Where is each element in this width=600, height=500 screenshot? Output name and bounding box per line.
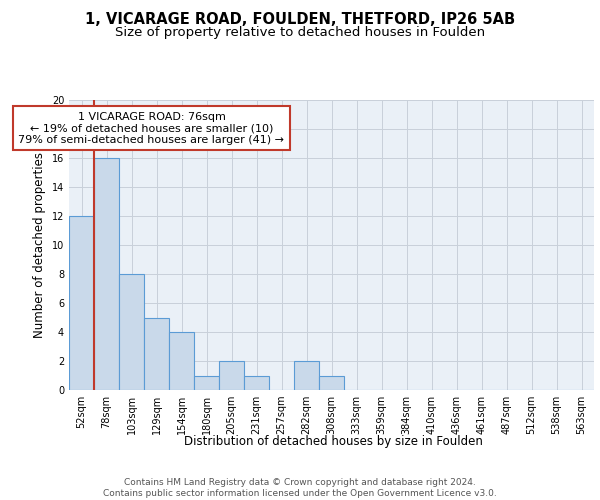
Bar <box>119 274 144 390</box>
Bar <box>94 158 119 390</box>
Bar <box>319 376 344 390</box>
Bar <box>69 216 94 390</box>
Bar <box>169 332 194 390</box>
Text: 1 VICARAGE ROAD: 76sqm
← 19% of detached houses are smaller (10)
79% of semi-det: 1 VICARAGE ROAD: 76sqm ← 19% of detached… <box>19 112 284 145</box>
Text: 1, VICARAGE ROAD, FOULDEN, THETFORD, IP26 5AB: 1, VICARAGE ROAD, FOULDEN, THETFORD, IP2… <box>85 12 515 28</box>
Bar <box>144 318 169 390</box>
Bar <box>244 376 269 390</box>
Bar <box>194 376 219 390</box>
Text: Contains HM Land Registry data © Crown copyright and database right 2024.
Contai: Contains HM Land Registry data © Crown c… <box>103 478 497 498</box>
Text: Distribution of detached houses by size in Foulden: Distribution of detached houses by size … <box>184 435 482 448</box>
Y-axis label: Number of detached properties: Number of detached properties <box>33 152 46 338</box>
Bar <box>219 361 244 390</box>
Bar <box>294 361 319 390</box>
Text: Size of property relative to detached houses in Foulden: Size of property relative to detached ho… <box>115 26 485 39</box>
